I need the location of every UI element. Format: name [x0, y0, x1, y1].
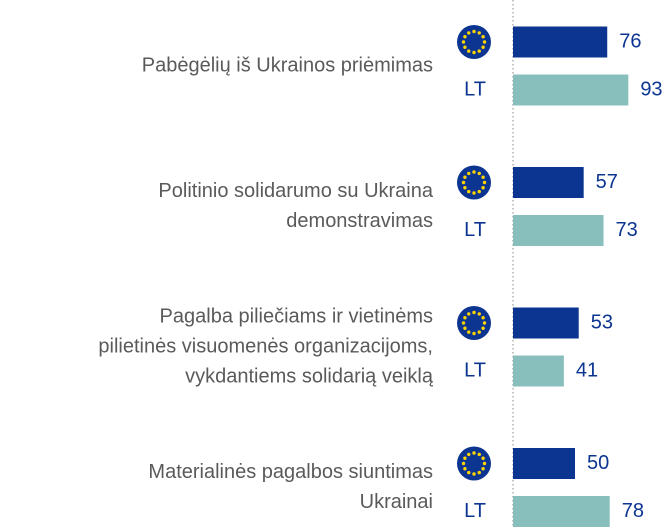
eu-flag	[457, 446, 491, 481]
category-label: Ukrainai	[360, 491, 433, 513]
flag-star	[463, 45, 467, 49]
category-label: Politinio solidarumo su Ukraina	[158, 180, 433, 202]
flag-star	[467, 470, 471, 475]
value-label: 53	[591, 311, 613, 333]
category-label: Materialinės pagalbos siuntimas	[148, 461, 433, 483]
flag-star	[481, 186, 485, 190]
value-label: 50	[587, 452, 609, 474]
category-label: demonstravimas	[286, 210, 433, 232]
flag-star	[467, 171, 471, 176]
bar	[513, 448, 575, 479]
flag-star	[461, 40, 466, 44]
flag-star	[472, 472, 476, 476]
flag-star	[472, 50, 476, 55]
eu-flag	[457, 306, 491, 340]
value-label: 57	[596, 171, 618, 193]
flag-star	[481, 45, 485, 49]
flag-star	[477, 470, 481, 475]
flag-star	[467, 31, 471, 35]
flag-star	[472, 310, 476, 315]
flag-star	[463, 467, 467, 471]
flag-star	[481, 35, 485, 39]
flag-star	[467, 49, 471, 53]
flag-star	[463, 186, 467, 190]
bar	[513, 496, 610, 527]
value-label: 41	[576, 359, 598, 381]
bar	[513, 215, 604, 246]
flag-star	[467, 189, 471, 194]
category-label: Pagalba piliečiams ir vietinėms	[160, 305, 433, 327]
flag-star	[477, 452, 481, 457]
flag-star	[477, 330, 481, 334]
flag-star	[482, 461, 487, 466]
flag-star	[461, 180, 466, 185]
eu-flag	[457, 25, 491, 59]
flag-star	[463, 35, 467, 39]
category-label: pilietinės visuomenės organizacijoms,	[98, 335, 433, 357]
value-label: 93	[640, 78, 662, 100]
flag-star	[477, 49, 481, 53]
flag-star	[482, 321, 487, 325]
bar	[513, 74, 629, 106]
category-label: vykdantiems solidarią veiklą	[185, 365, 434, 387]
flag-star	[461, 461, 466, 466]
flag-star	[463, 326, 467, 330]
flag-star	[472, 451, 476, 455]
flag-star	[467, 330, 471, 334]
flag-star	[477, 189, 481, 194]
value-label: 73	[616, 219, 638, 241]
bar	[513, 26, 608, 58]
flag-star	[467, 452, 471, 457]
flag-star	[463, 316, 467, 320]
flag-star	[477, 31, 481, 35]
flag-star	[482, 180, 487, 185]
flag-star	[467, 312, 471, 316]
bar	[513, 167, 584, 198]
eu-flag	[457, 165, 491, 200]
flag-star	[472, 191, 476, 195]
bar	[513, 355, 564, 387]
flag-star	[477, 171, 481, 176]
flag-star	[477, 312, 481, 316]
bar	[513, 307, 579, 339]
value-label: 78	[622, 500, 644, 522]
series-label: LT	[464, 500, 486, 522]
series-label: LT	[464, 78, 486, 100]
flag-star	[472, 29, 476, 34]
flag-star	[481, 175, 485, 179]
flag-star	[472, 170, 476, 174]
series-label: LT	[464, 219, 486, 241]
category-label: Pabėgėlių iš Ukrainos priėmimas	[142, 54, 433, 76]
flag-star	[481, 326, 485, 330]
flag-star	[463, 456, 467, 460]
flag-star	[472, 331, 476, 336]
flag-star	[482, 40, 487, 44]
value-label: 76	[619, 30, 641, 52]
series-label: LT	[464, 359, 486, 381]
flag-star	[463, 175, 467, 179]
flag-star	[481, 467, 485, 471]
flag-star	[481, 316, 485, 320]
flag-star	[481, 456, 485, 460]
flag-star	[461, 321, 466, 325]
